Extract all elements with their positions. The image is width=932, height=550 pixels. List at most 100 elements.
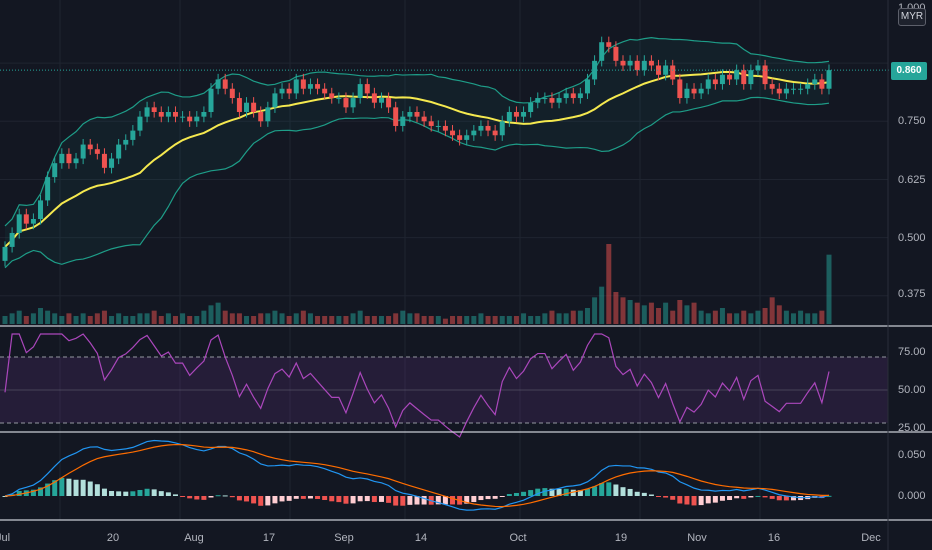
macd-histogram-bar: [66, 478, 72, 496]
volume-bar: [506, 316, 512, 324]
candle-body: [727, 74, 733, 80]
macd-histogram-bar: [499, 496, 505, 497]
volume-bar: [300, 310, 306, 324]
macd-histogram-bar: [187, 496, 193, 499]
candle-body: [116, 144, 122, 159]
volume-bar: [698, 310, 704, 324]
candle-body: [364, 84, 370, 94]
macd-histogram-bar: [59, 477, 65, 496]
volume-bar: [599, 286, 605, 324]
candle-body: [450, 130, 456, 136]
candle-body: [670, 65, 676, 80]
macd-histogram-bar: [421, 496, 427, 505]
macd-histogram-bar: [123, 491, 129, 496]
macd-histogram-bar: [393, 496, 399, 506]
volume-bar: [499, 316, 505, 324]
volume-bar: [684, 305, 690, 324]
macd-histogram-bar: [407, 496, 413, 505]
candle-body: [400, 116, 406, 126]
candlestick-series: [2, 36, 832, 267]
macd-histogram-bar: [691, 496, 697, 506]
volume-bar: [158, 316, 164, 324]
volume-bar: [123, 316, 129, 324]
macd-histogram-bar: [577, 490, 583, 496]
volume-bar: [9, 313, 15, 324]
volume-bar: [407, 313, 413, 324]
volume-bar: [478, 313, 484, 324]
candle-body: [521, 112, 527, 117]
macd-histogram-bar: [549, 488, 555, 496]
volume-bar: [556, 313, 562, 324]
macd-histogram-bar: [307, 496, 313, 499]
volume-bar: [16, 310, 22, 324]
volume-bar: [592, 297, 598, 324]
volume-bar: [165, 313, 171, 324]
macd-histogram-bar: [201, 496, 207, 500]
volume-bar: [805, 313, 811, 324]
volume-bar: [2, 316, 8, 324]
macd-histogram-bar: [755, 495, 761, 497]
macd-histogram-bar: [371, 496, 377, 503]
candle-body: [87, 144, 93, 150]
time-axis[interactable]: Jul 20 Aug 17 Sep 14 Oct 19 Nov 16 Dec: [0, 532, 881, 544]
candle-body: [748, 70, 754, 85]
candle-body: [378, 98, 384, 103]
volume-bar: [371, 316, 377, 324]
candle-body: [634, 60, 640, 71]
macd-histogram-bar: [130, 491, 136, 496]
macd-histogram-bar: [279, 496, 285, 502]
macd-histogram-bar: [194, 496, 200, 500]
macd-histogram-bar: [506, 494, 512, 496]
macd-histogram-bar: [364, 496, 370, 502]
currency-badge[interactable]: MYR: [898, 8, 926, 26]
volume-bar: [286, 316, 292, 324]
volume-bar: [563, 313, 569, 324]
candle-body: [414, 112, 420, 117]
volume-bar: [748, 313, 754, 324]
macd-histogram-bar: [144, 488, 150, 496]
volume-bar: [38, 308, 44, 324]
volume-bar: [172, 316, 178, 324]
macd-histogram-bar: [244, 496, 250, 502]
volume-bar: [101, 310, 107, 324]
volume-bar: [244, 316, 250, 324]
macd-histogram-bar: [137, 490, 143, 496]
volume-bar: [727, 313, 733, 324]
rsi-pane: [0, 333, 888, 438]
volume-bar: [549, 310, 555, 324]
macd-histogram-bar: [236, 496, 242, 501]
volume-bar: [357, 310, 363, 324]
volume-bar: [364, 316, 370, 324]
candle-body: [315, 84, 321, 89]
macd-histogram-bar: [38, 487, 44, 496]
time-tick-label: 20: [107, 532, 119, 544]
last-price-label: 0.860: [891, 62, 927, 80]
volume-bar: [719, 308, 725, 324]
candle-body: [677, 79, 683, 99]
macd-histogram-bar: [513, 492, 519, 496]
macd-histogram-bar: [208, 496, 214, 498]
candle-body: [251, 102, 257, 112]
volume-bar: [656, 308, 662, 324]
candle-body: [762, 65, 768, 85]
macd-histogram-bar: [606, 482, 612, 496]
volume-bar: [421, 316, 427, 324]
volume-bar: [329, 316, 335, 324]
price-tick-label: 0.500: [898, 232, 926, 244]
volume-bar: [812, 313, 818, 324]
volume-bar: [229, 313, 235, 324]
candle-body: [755, 65, 761, 71]
volume-bar: [336, 316, 342, 324]
volume-bar: [584, 308, 590, 324]
macd-tick-label: 0.000: [898, 490, 926, 502]
macd-histogram-bar: [719, 496, 725, 501]
time-tick-label: Jul: [0, 532, 10, 544]
macd-histogram-bar: [464, 496, 470, 504]
candle-body: [812, 79, 818, 85]
macd-histogram-bar: [222, 495, 228, 497]
candle-body: [222, 79, 228, 89]
volume-bar: [762, 308, 768, 324]
time-tick-label: 19: [615, 532, 627, 544]
